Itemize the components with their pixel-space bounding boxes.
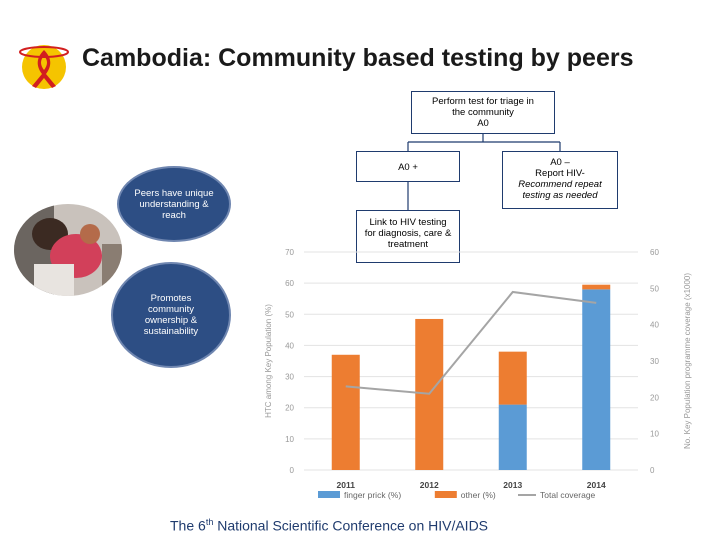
- flow-text: for diagnosis, care &: [364, 228, 452, 239]
- legend-swatch: [434, 491, 457, 498]
- flow-text: Link to HIV testing: [369, 217, 447, 228]
- flow-text: A0 –: [550, 157, 570, 168]
- y-tick-label: 60: [285, 279, 294, 288]
- peer-testing-photo: [14, 204, 122, 296]
- y-tick-label: 50: [285, 310, 294, 319]
- y-axis-title: HTC among Key Population (%): [264, 304, 273, 418]
- y2-tick-label: 30: [650, 357, 659, 366]
- legend-swatch: [318, 491, 340, 498]
- flow-text: Perform test for triage in: [432, 96, 534, 107]
- red-ribbon-logo: [19, 45, 69, 89]
- oval-text: community: [148, 304, 194, 315]
- y-tick-label: 40: [285, 341, 294, 350]
- y2-axis-title: No. Key Population programme coverage (x…: [683, 273, 692, 449]
- flow-text: the community: [452, 107, 514, 118]
- x-tick-label: 2013: [503, 480, 522, 490]
- oval-peers-understanding: Peers have unique understanding & reach: [117, 166, 231, 242]
- flow-box-positive: A0 +: [356, 151, 460, 182]
- y2-tick-label: 60: [650, 248, 659, 257]
- y2-tick-label: 0: [650, 466, 655, 475]
- legend-label: other (%): [461, 490, 496, 500]
- y-tick-label: 0: [290, 466, 295, 475]
- bar-finger: [582, 289, 611, 470]
- oval-promotes-ownership: Promotes community ownership & sustainab…: [111, 262, 231, 368]
- flow-text: Report HIV-: [535, 168, 585, 179]
- bar-finger: [498, 404, 527, 470]
- y-tick-label: 20: [285, 404, 294, 413]
- footer-sup: th: [205, 517, 214, 527]
- bar-other: [498, 351, 527, 405]
- flow-text: A0: [477, 118, 489, 129]
- flow-box-link-care: Link to HIV testing for diagnosis, care …: [356, 210, 460, 263]
- x-tick-label: 2011: [337, 480, 356, 490]
- x-tick-label: 2014: [587, 480, 606, 490]
- y2-tick-label: 10: [650, 430, 659, 439]
- htc-coverage-chart: 0 10 20 30 40 50 60 70 0 10 20 30 40 50 60 2011 2012 2013…: [264, 248, 692, 500]
- footer-text: National Scientific Conference on HIV/AI…: [213, 517, 489, 534]
- flow-box-negative: A0 – Report HIV- Recommend repeat testin…: [502, 151, 618, 209]
- y-tick-label: 10: [285, 435, 294, 444]
- legend-label: Total coverage: [540, 490, 596, 500]
- y-tick-label: 30: [285, 373, 294, 382]
- flow-text: A0 +: [398, 162, 418, 173]
- y2-tick-label: 40: [650, 321, 659, 330]
- y2-tick-label: 50: [650, 284, 659, 293]
- legend-label: finger prick (%): [344, 490, 401, 500]
- flow-text: testing as needed: [522, 190, 598, 201]
- y2-tick-label: 20: [650, 393, 659, 402]
- slide-title: Cambodia: Community based testing by pee…: [82, 44, 634, 72]
- conference-footer: The 6th National Scientific Conference o…: [170, 517, 488, 534]
- bar-other: [331, 354, 360, 470]
- line-total-coverage: [345, 290, 597, 395]
- oval-text: reach: [162, 209, 186, 221]
- flow-text: Recommend repeat: [518, 179, 602, 190]
- flow-text: treatment: [387, 239, 429, 250]
- flow-box-perform-test: Perform test for triage in the community…: [411, 91, 555, 134]
- oval-text: ownership &: [144, 315, 198, 326]
- bar-other: [582, 284, 611, 290]
- oval-text: Peers have unique: [134, 187, 214, 199]
- footer-text: The 6: [170, 517, 206, 534]
- oval-text: understanding &: [139, 198, 209, 210]
- oval-text: Promotes: [150, 293, 192, 304]
- y-tick-label: 70: [285, 248, 294, 257]
- x-tick-label: 2012: [420, 480, 439, 490]
- oval-text: sustainability: [143, 326, 199, 337]
